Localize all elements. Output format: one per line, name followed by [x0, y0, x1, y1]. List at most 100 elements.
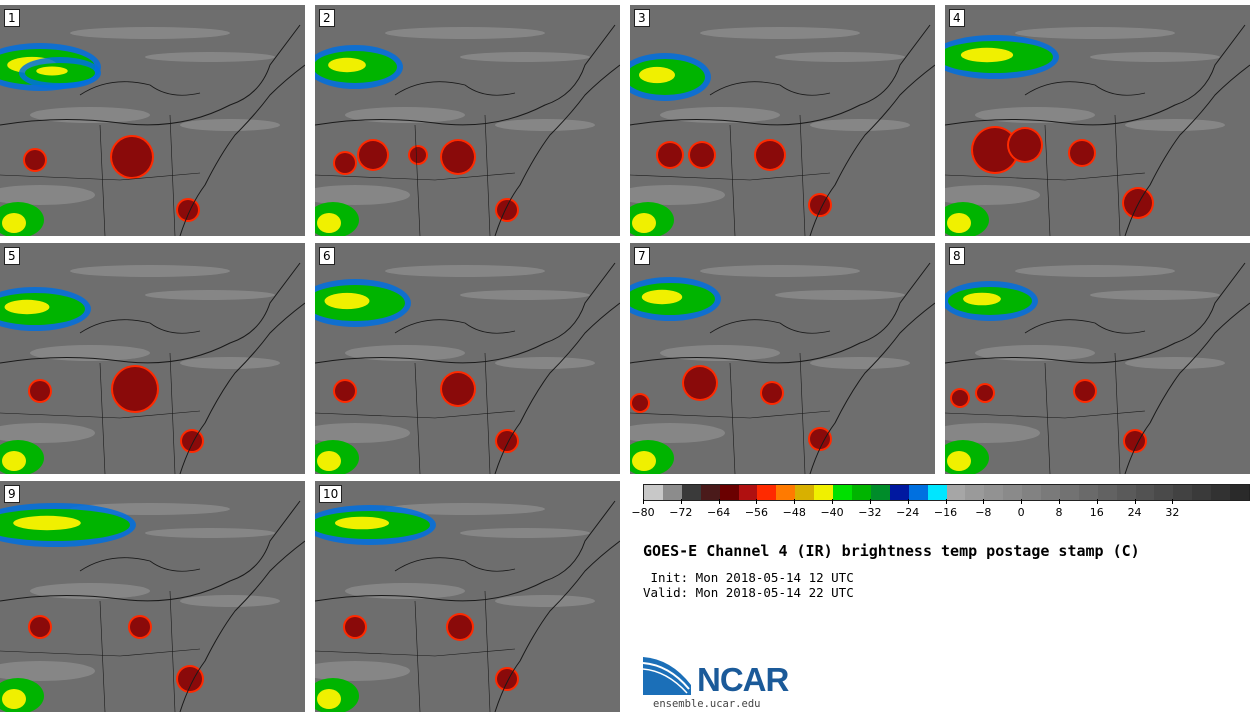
panel-1: 1 [0, 5, 305, 236]
colorbar-swatch [870, 485, 890, 500]
panel-label: 1 [4, 9, 20, 27]
panel-label: 2 [319, 9, 335, 27]
boundary-line [630, 24, 931, 126]
storm-cell [690, 143, 714, 167]
cold-cloud [632, 451, 656, 471]
storm-cell [30, 381, 50, 401]
panel-label: 6 [319, 247, 335, 265]
colorbar-swatch [757, 485, 777, 500]
cold-cloud [317, 451, 341, 471]
great-lakes-outline [79, 81, 201, 96]
storm-cell [178, 200, 198, 220]
cloud-streak [1125, 119, 1225, 131]
boundary-line [945, 24, 1246, 126]
colorbar-tick [1096, 499, 1098, 504]
ir-map [0, 481, 305, 712]
storm-cell [977, 385, 993, 401]
colorbar-swatch [984, 485, 1004, 500]
colorbar-tick [718, 499, 720, 504]
cloud-streak [460, 290, 590, 300]
storm-cell [112, 137, 152, 177]
colorbar-swatch [908, 485, 928, 500]
storm-cell [497, 669, 517, 689]
cloud-streak [70, 265, 230, 277]
state-boundary [414, 352, 491, 474]
coastline [179, 540, 305, 712]
storm-cell [30, 617, 50, 637]
boundary-line [315, 262, 616, 364]
cloud-streak [0, 185, 95, 205]
state-boundary [315, 648, 516, 657]
cloud-streak [810, 357, 910, 369]
storm-cell [448, 615, 472, 639]
cloud-streak [700, 27, 860, 39]
cloud-streak [180, 357, 280, 369]
panel-label: 5 [4, 247, 20, 265]
cloud-streak [945, 423, 1040, 443]
panel-7: 7 [630, 243, 935, 474]
colorbar-swatch [1173, 485, 1193, 500]
colorbar-swatch [738, 485, 758, 500]
colorbar-swatch [1059, 485, 1079, 500]
figure-title: GOES-E Channel 4 (IR) brightness temp po… [643, 542, 1140, 560]
colorbar-tick-label: 0 [1017, 506, 1025, 519]
coastline [1124, 64, 1250, 236]
storm-cell [973, 128, 1017, 172]
colorbar-swatch [889, 485, 909, 500]
storm-cell [756, 141, 784, 169]
state-boundary [945, 410, 1146, 419]
cold-cloud [317, 213, 341, 233]
panel-10: 10 [315, 481, 620, 712]
boundary-line [0, 262, 301, 364]
ir-map [0, 5, 305, 236]
cloud-streak [810, 119, 910, 131]
colorbar-swatch [1078, 485, 1098, 500]
state-boundary [0, 410, 201, 419]
cloud-streak [495, 357, 595, 369]
colorbar-tick-label: −64 [707, 506, 731, 519]
state-boundary [0, 648, 201, 657]
cloud-streak [315, 185, 410, 205]
colorbar-swatch [1192, 485, 1212, 500]
panel-label: 3 [634, 9, 650, 27]
ir-map [630, 5, 935, 236]
great-lakes-outline [79, 319, 201, 334]
colorbar-tick [756, 499, 758, 504]
storm-cell [762, 383, 782, 403]
colorbar-swatch [662, 485, 682, 500]
cloud-streak [460, 528, 590, 538]
colorbar-tick [1172, 499, 1174, 504]
colorbar-swatch [1211, 485, 1231, 500]
storm-cell [1124, 189, 1152, 217]
storm-cell [497, 431, 517, 451]
storm-cell [442, 141, 474, 173]
cloud-streak [145, 528, 275, 538]
cold-cloud [641, 289, 683, 305]
colorbar-tick [1058, 499, 1060, 504]
cold-cloud [960, 47, 1014, 63]
cold-cloud [963, 292, 1001, 306]
cold-cloud [2, 451, 26, 471]
storm-cell [178, 667, 202, 691]
colorbar-tick-label: −72 [669, 506, 693, 519]
state-boundary [945, 172, 1146, 181]
storm-cell [1125, 431, 1145, 451]
great-lakes-outline [709, 319, 831, 334]
storm-cell [359, 141, 387, 169]
storm-cell [442, 373, 474, 405]
panel-label: 10 [319, 485, 343, 503]
state-boundary [99, 352, 176, 474]
storm-cell [113, 367, 157, 411]
coastline [179, 64, 305, 236]
ir-map [945, 5, 1250, 236]
colorbar-tick [794, 499, 796, 504]
cloud-streak [315, 661, 410, 681]
colorbar-swatch [1003, 485, 1023, 500]
great-lakes-outline [394, 319, 516, 334]
cloud-streak [1125, 357, 1225, 369]
boundary-line [315, 24, 616, 126]
colorbar-tick-label: −16 [933, 506, 958, 519]
panel-3: 3 [630, 5, 935, 236]
ir-map [315, 243, 620, 474]
state-boundary [414, 114, 491, 236]
